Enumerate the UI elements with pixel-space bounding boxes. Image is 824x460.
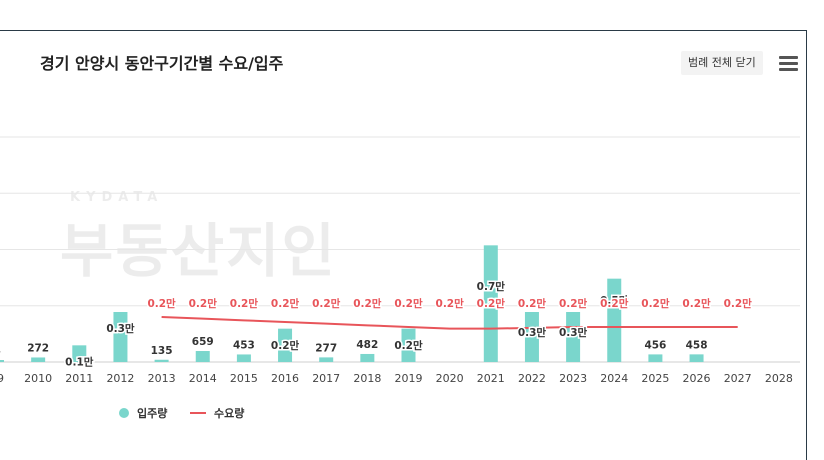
- demand-data-label: 0.2만: [312, 297, 341, 310]
- demand-data-label: 0.2만: [600, 297, 629, 310]
- supply-bar: [195, 351, 210, 362]
- x-tick-label: 2016: [271, 372, 299, 385]
- x-tick-label: 2014: [189, 372, 217, 385]
- demand-data-label: 0.2만: [682, 297, 711, 310]
- x-tick-label: 2018: [353, 372, 381, 385]
- supply-bar: [236, 354, 251, 362]
- supply-bar: [566, 312, 581, 362]
- supply-data-label: 0.2만: [394, 339, 423, 352]
- x-tick-label: 2022: [518, 372, 546, 385]
- supply-data-label: 0.3만: [106, 322, 135, 335]
- supply-bar: [72, 345, 87, 362]
- supply-data-label: 453: [233, 339, 255, 351]
- demand-data-label: 0.2만: [436, 297, 465, 310]
- x-tick-label: 2025: [641, 372, 669, 385]
- legend-supply-marker: [119, 408, 129, 418]
- legend-toggle-button[interactable]: 범례 전체 닫기: [681, 51, 763, 75]
- hamburger-menu-icon[interactable]: [779, 56, 798, 72]
- chart-container: [0, 30, 807, 460]
- x-tick-label: 2010: [24, 372, 52, 385]
- x-tick-label: 2011: [65, 372, 93, 385]
- supply-bar: [483, 245, 498, 362]
- menu-icon-bar: [779, 68, 798, 71]
- x-tick-label: 2013: [148, 372, 176, 385]
- supply-data-label: 0.3만: [518, 326, 547, 339]
- x-tick-label: 2020: [436, 372, 464, 385]
- x-tick-label: 2019: [395, 372, 423, 385]
- legend-demand-label: 수요량: [214, 407, 244, 420]
- x-tick-label: 09: [0, 372, 4, 385]
- x-tick-label: 2026: [683, 372, 711, 385]
- supply-data-label: 4: [0, 345, 1, 357]
- x-tick-label: 2023: [559, 372, 587, 385]
- demand-data-label: 0.2만: [477, 297, 506, 310]
- demand-data-label: 0.2만: [353, 297, 382, 310]
- chart-svg: 09 2010 2011 2012 2013 2014 2015 2016 2017 2018 20…: [0, 136, 800, 420]
- x-tick-label: 2021: [477, 372, 505, 385]
- menu-icon-bar: [779, 56, 798, 59]
- supply-bar: [401, 328, 416, 362]
- x-tick-label: 2015: [230, 372, 258, 385]
- supply-data-label: 659: [192, 336, 214, 348]
- x-tick-label: 2024: [600, 372, 628, 385]
- demand-data-label: 0.2만: [724, 297, 753, 310]
- supply-data-label: 0.1만: [65, 355, 94, 368]
- demand-data-label: 0.2만: [271, 297, 300, 310]
- watermark-korean: 부동산지인: [60, 217, 337, 285]
- supply-data-label: 0.3만: [559, 326, 588, 339]
- demand-data-label: 0.2만: [147, 297, 176, 310]
- menu-icon-bar: [779, 62, 798, 65]
- supply-bar: [31, 357, 46, 362]
- supply-bar: [648, 354, 663, 362]
- supply-bar: [278, 328, 293, 362]
- x-tick-label: 2017: [312, 372, 340, 385]
- supply-data-label: 0.7만: [477, 280, 506, 293]
- demand-data-label: 0.2만: [559, 297, 588, 310]
- supply-bar: [0, 360, 4, 362]
- demand-line: [161, 316, 738, 330]
- demand-data-label: 0.2만: [518, 297, 547, 310]
- demand-data-label: 0.2만: [641, 297, 670, 310]
- supply-bar: [689, 354, 704, 362]
- supply-data-label: 0.2만: [271, 339, 300, 352]
- chart-title: 경기 안양시 동안구기간별 수요/입주: [40, 54, 284, 73]
- supply-bar: [360, 353, 375, 362]
- supply-data-label: 458: [686, 339, 708, 351]
- supply-bar: [154, 359, 169, 362]
- supply-data-label: 482: [356, 339, 378, 351]
- demand-data-label: 0.2만: [189, 297, 218, 310]
- supply-data-label: 277: [315, 342, 337, 354]
- demand-data-label: 0.2만: [230, 297, 259, 310]
- supply-bar: [319, 357, 334, 362]
- supply-bar: [113, 312, 128, 362]
- supply-bar: [524, 312, 539, 362]
- demand-data-label: 0.2만: [394, 297, 423, 310]
- supply-bar: [607, 278, 622, 362]
- legend-supply-label: 입주량: [137, 407, 167, 420]
- supply-data-label: 0.5만: [600, 294, 629, 307]
- supply-data-label: 135: [151, 345, 173, 357]
- supply-data-label: 272: [27, 342, 49, 354]
- x-tick-label: 2012: [106, 372, 134, 385]
- x-tick-label: 2027: [724, 372, 752, 385]
- supply-data-label: 456: [644, 339, 666, 351]
- x-tick-label: 2028: [765, 372, 793, 385]
- watermark-logo: KYDATA 부동산지인: [60, 190, 360, 285]
